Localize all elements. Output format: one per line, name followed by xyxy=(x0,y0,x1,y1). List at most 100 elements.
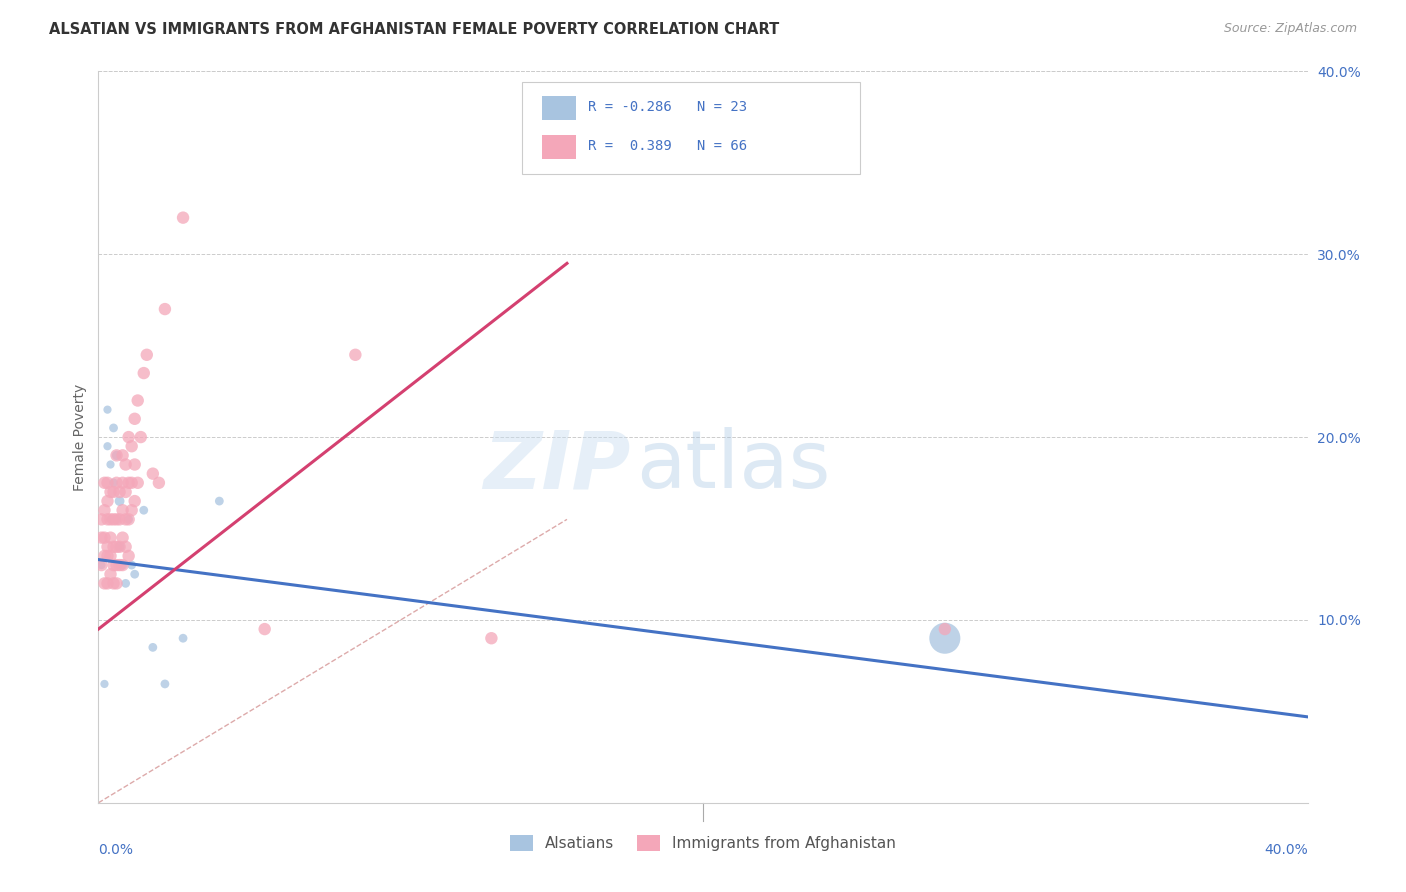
Point xyxy=(114,576,136,591)
Point xyxy=(108,540,131,554)
Point xyxy=(103,475,125,490)
Point xyxy=(108,494,131,508)
Point xyxy=(96,540,118,554)
Point xyxy=(105,475,128,490)
Point xyxy=(172,632,194,646)
Point xyxy=(105,576,128,591)
Point xyxy=(93,503,115,517)
Text: atlas: atlas xyxy=(637,427,831,506)
Text: 0.0%: 0.0% xyxy=(98,843,134,857)
Point xyxy=(111,531,134,545)
Point xyxy=(253,622,276,636)
Point xyxy=(111,475,134,490)
Point xyxy=(129,430,152,444)
Point xyxy=(118,549,141,563)
Point xyxy=(100,567,122,582)
Point xyxy=(153,301,176,317)
Point xyxy=(111,448,134,462)
Point xyxy=(111,558,134,573)
Point xyxy=(114,540,136,554)
FancyBboxPatch shape xyxy=(543,135,576,159)
Point xyxy=(96,475,118,490)
Point xyxy=(114,512,136,526)
Point xyxy=(172,211,194,225)
Point xyxy=(96,402,118,417)
Text: R =  0.389   N = 66: R = 0.389 N = 66 xyxy=(588,139,747,153)
Point xyxy=(124,567,146,582)
Point xyxy=(142,640,165,655)
Text: ALSATIAN VS IMMIGRANTS FROM AFGHANISTAN FEMALE POVERTY CORRELATION CHART: ALSATIAN VS IMMIGRANTS FROM AFGHANISTAN … xyxy=(49,22,779,37)
Point xyxy=(121,439,143,453)
Point xyxy=(118,512,141,526)
FancyBboxPatch shape xyxy=(522,82,860,174)
Point xyxy=(121,503,143,517)
Point xyxy=(121,558,143,573)
Point xyxy=(142,467,165,481)
Point xyxy=(100,485,122,500)
Point xyxy=(153,677,176,691)
Point xyxy=(90,558,112,573)
Point xyxy=(124,494,146,508)
Point xyxy=(93,549,115,563)
Point xyxy=(105,448,128,462)
Point xyxy=(100,531,122,545)
Point xyxy=(103,512,125,526)
Point xyxy=(103,558,125,573)
Point xyxy=(93,576,115,591)
Point xyxy=(121,475,143,490)
Point xyxy=(118,430,141,444)
Text: ZIP: ZIP xyxy=(484,427,630,506)
Point xyxy=(208,494,231,508)
Point xyxy=(108,540,131,554)
Point xyxy=(105,448,128,462)
Point xyxy=(127,475,149,490)
Point xyxy=(96,512,118,526)
Point xyxy=(114,485,136,500)
Point xyxy=(100,512,122,526)
Text: Source: ZipAtlas.com: Source: ZipAtlas.com xyxy=(1223,22,1357,36)
Point xyxy=(132,503,155,517)
Point xyxy=(344,348,367,362)
Point xyxy=(103,485,125,500)
Point xyxy=(934,632,956,646)
Point xyxy=(108,512,131,526)
Point xyxy=(111,558,134,573)
Point xyxy=(135,348,157,362)
Point xyxy=(105,540,128,554)
Point xyxy=(108,485,131,500)
Point xyxy=(90,531,112,545)
Point xyxy=(100,458,122,472)
Point xyxy=(114,458,136,472)
Point xyxy=(132,366,155,380)
Point xyxy=(90,558,112,573)
Point xyxy=(105,512,128,526)
Text: 40.0%: 40.0% xyxy=(1264,843,1308,857)
Point xyxy=(118,512,141,526)
Point xyxy=(111,503,134,517)
Point xyxy=(481,632,503,646)
Point xyxy=(105,558,128,573)
Point xyxy=(934,622,956,636)
Point xyxy=(103,576,125,591)
Point xyxy=(90,512,112,526)
Point xyxy=(100,549,122,563)
Point xyxy=(96,439,118,453)
Point xyxy=(100,512,122,526)
Point xyxy=(118,475,141,490)
Point xyxy=(127,393,149,408)
Point xyxy=(93,475,115,490)
Point xyxy=(103,540,125,554)
Legend: Alsatians, Immigrants from Afghanistan: Alsatians, Immigrants from Afghanistan xyxy=(503,830,903,857)
Point xyxy=(96,494,118,508)
Point xyxy=(93,677,115,691)
FancyBboxPatch shape xyxy=(543,96,576,120)
Y-axis label: Female Poverty: Female Poverty xyxy=(73,384,87,491)
Point xyxy=(93,531,115,545)
Point xyxy=(105,512,128,526)
Point xyxy=(96,549,118,563)
Point xyxy=(148,475,170,490)
Point xyxy=(124,458,146,472)
Point xyxy=(96,576,118,591)
Point xyxy=(103,421,125,435)
Point xyxy=(124,412,146,426)
